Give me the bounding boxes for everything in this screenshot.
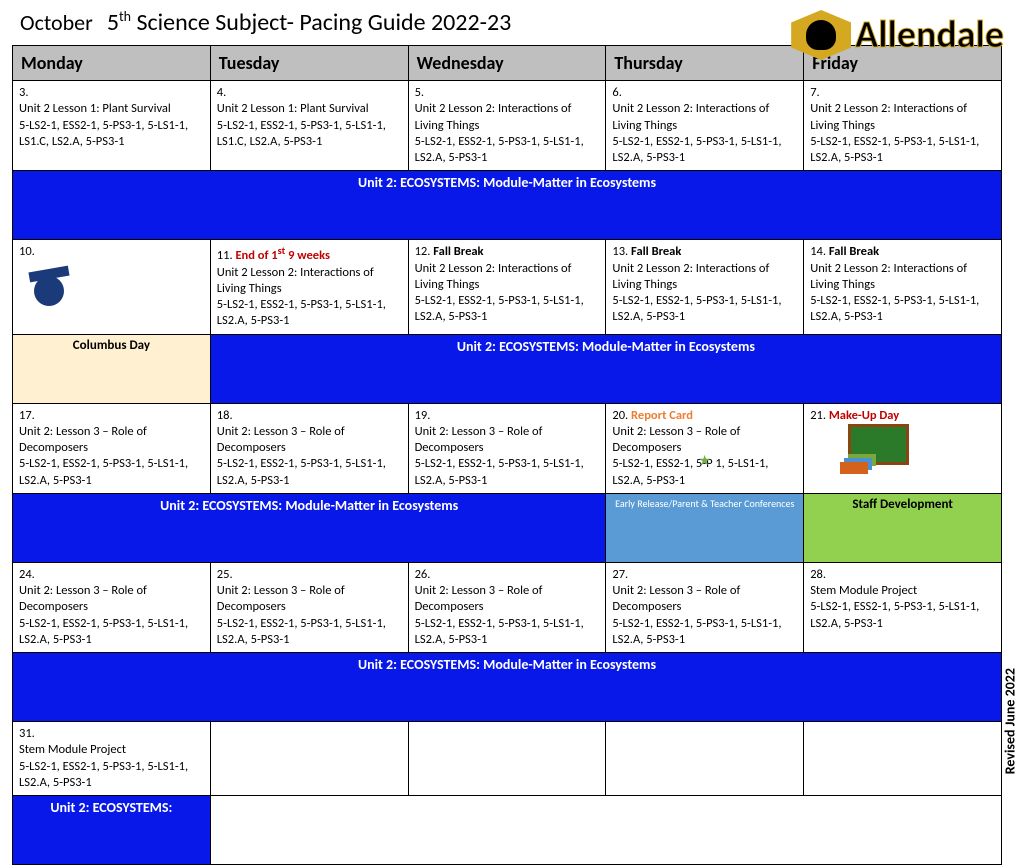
school-logo: Allendale	[791, 10, 1004, 60]
day-cell: 28.Stem Module Project5-LS2-1, ESS2-1, 5…	[804, 562, 1002, 652]
graduate-icon	[19, 261, 79, 316]
chalkboard-icon	[840, 424, 910, 474]
day-cell	[210, 722, 408, 796]
day-cell: 4.Unit 2 Lesson 1: Plant Survival5-LS2-1…	[210, 81, 408, 171]
day-cell: 24.Unit 2: Lesson 3 – Role of Decomposer…	[13, 562, 211, 652]
unit-banner: Unit 2: ECOSYSTEMS: Module-Matter in Eco…	[13, 653, 1002, 722]
day-cell: 13. Fall BreakUnit 2 Lesson 2: Interacti…	[606, 240, 804, 334]
staff-dev-banner: Staff Development	[804, 493, 1002, 562]
day-cell: 12. Fall BreakUnit 2 Lesson 2: Interacti…	[408, 240, 606, 334]
week-2: 10. 11. End of 1st 9 weeksUnit 2 Lesson …	[13, 240, 1002, 334]
star-icon: ★	[698, 452, 711, 470]
day-cell: 10.	[13, 240, 211, 334]
unit-banner: Unit 2: ECOSYSTEMS: Module-Matter in Eco…	[13, 493, 606, 562]
day-cell: 19.Unit 2: Lesson 3 – Role of Decomposer…	[408, 403, 606, 493]
col-thursday: Thursday	[606, 46, 804, 81]
school-name: Allendale	[855, 12, 1004, 58]
day-cell: 6.Unit 2 Lesson 2: Interactions of Livin…	[606, 81, 804, 171]
columbus-banner: Columbus Day	[13, 334, 211, 403]
week-3: 17.Unit 2: Lesson 3 – Role of Decomposer…	[13, 403, 1002, 493]
week-4: 24.Unit 2: Lesson 3 – Role of Decomposer…	[13, 562, 1002, 652]
week-1: 3.Unit 2 Lesson 1: Plant Survival5-LS2-1…	[13, 81, 1002, 171]
unit-banner-short: Unit 2: ECOSYSTEMS:	[13, 796, 211, 865]
day-cell: 18.Unit 2: Lesson 3 – Role of Decomposer…	[210, 403, 408, 493]
col-monday: Monday	[13, 46, 211, 81]
day-cell: 26.Unit 2: Lesson 3 – Role of Decomposer…	[408, 562, 606, 652]
day-cell: 25.Unit 2: Lesson 3 – Role of Decomposer…	[210, 562, 408, 652]
conferences-banner: Early Release/Parent & Teacher Conferenc…	[606, 493, 804, 562]
day-cell: 14. Fall BreakUnit 2 Lesson 2: Interacti…	[804, 240, 1002, 334]
col-wednesday: Wednesday	[408, 46, 606, 81]
pacing-calendar: Monday Tuesday Wednesday Thursday Friday…	[12, 45, 1002, 865]
day-cell: 21. Make-Up Day	[804, 403, 1002, 493]
day-cell	[408, 722, 606, 796]
day-cell: 31.Stem Module Project5-LS2-1, ESS2-1, 5…	[13, 722, 211, 796]
week-5: 31.Stem Module Project5-LS2-1, ESS2-1, 5…	[13, 722, 1002, 796]
col-tuesday: Tuesday	[210, 46, 408, 81]
day-cell: 20. Report CardUnit 2: Lesson 3 – Role o…	[606, 403, 804, 493]
unit-banner: Unit 2: ECOSYSTEMS: Module-Matter in Eco…	[210, 334, 1001, 403]
page-title: 5th Science Subject- Pacing Guide 2022-2…	[107, 8, 511, 37]
day-cell: 17.Unit 2: Lesson 3 – Role of Decomposer…	[13, 403, 211, 493]
unit-banner: Unit 2: ECOSYSTEMS: Module-Matter in Eco…	[13, 171, 1002, 240]
day-cell: 27.Unit 2: Lesson 3 – Role of Decomposer…	[606, 562, 804, 652]
day-cell	[804, 722, 1002, 796]
day-cell: 11. End of 1st 9 weeksUnit 2 Lesson 2: I…	[210, 240, 408, 334]
month-label: October	[20, 9, 93, 36]
revised-label: Revised June 2022	[1001, 668, 1018, 774]
tiger-badge-icon	[791, 10, 851, 60]
day-cell: 5.Unit 2 Lesson 2: Interactions of Livin…	[408, 81, 606, 171]
day-cell: 3.Unit 2 Lesson 1: Plant Survival5-LS2-1…	[13, 81, 211, 171]
day-cell: 7.Unit 2 Lesson 2: Interactions of Livin…	[804, 81, 1002, 171]
day-cell	[606, 722, 804, 796]
